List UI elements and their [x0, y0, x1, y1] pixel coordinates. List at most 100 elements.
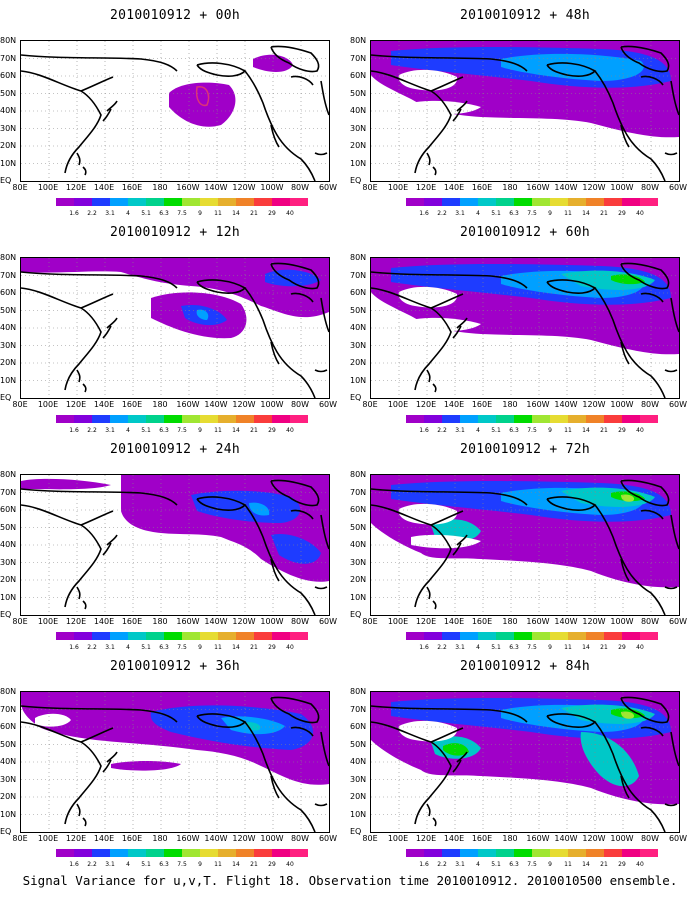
longitude-label: 160E: [471, 834, 493, 843]
colorbar-label: 9: [548, 427, 552, 434]
longitude-label: 140E: [443, 183, 465, 192]
colorbar-label: 40: [286, 427, 294, 434]
colorbar-label: 14: [232, 210, 240, 217]
latitude-label: 60N: [350, 722, 367, 731]
coastline: [80, 510, 114, 526]
coastline: [80, 76, 114, 92]
coastline: [314, 369, 328, 373]
colorbar-swatch: [236, 849, 254, 857]
latitude-label: 20N: [350, 141, 367, 150]
latitude-label: EQ: [0, 393, 12, 402]
colorbar-swatch: [182, 415, 200, 423]
latitude-label: 10N: [350, 158, 367, 168]
longitude-label: 80E: [362, 617, 378, 626]
coastline: [452, 317, 468, 339]
latitude-label: 80N: [350, 687, 367, 696]
coastline: [620, 341, 630, 365]
colorbar-swatch: [622, 198, 640, 206]
longitude-label: 160W: [526, 834, 550, 843]
latitude-label: 70N: [0, 704, 17, 714]
shaded-region: [611, 274, 645, 285]
longitude-label: 160E: [121, 834, 143, 843]
colorbar-swatch: [110, 849, 128, 857]
colorbar-swatch: [218, 849, 236, 857]
map-svg: [21, 258, 329, 398]
coastline: [620, 775, 630, 799]
longitude-label: 80W: [290, 834, 310, 843]
colorbar-label: 14: [582, 861, 590, 868]
coastline: [290, 75, 314, 86]
latitude-label: 10N: [0, 592, 17, 602]
coastline: [320, 297, 329, 333]
coastline: [196, 713, 247, 728]
coastline: [430, 293, 464, 309]
longitude-label: 80E: [12, 400, 28, 409]
latitude-label: 80N: [0, 36, 17, 45]
longitude-label: 100E: [387, 834, 409, 843]
colorbar-swatch: [56, 849, 74, 857]
coastline: [21, 271, 178, 289]
longitude-label: 100W: [610, 183, 634, 192]
colorbar-swatch: [406, 632, 424, 640]
colorbar-swatch: [478, 849, 496, 857]
coastline: [102, 317, 118, 339]
coastline: [320, 731, 329, 767]
latitude-label: 40N: [350, 106, 367, 115]
coastline: [76, 586, 87, 610]
latitude-label: 30N: [350, 340, 367, 350]
colorbar-swatch: [56, 415, 74, 423]
coastline: [430, 510, 464, 526]
latitude-label: 50N: [350, 522, 367, 532]
colorbar: [56, 198, 308, 206]
colorbar-label: 4: [126, 644, 130, 651]
colorbar-swatch: [182, 632, 200, 640]
colorbar-label: 9: [548, 210, 552, 217]
colorbar-label: 1.6: [69, 210, 79, 217]
coastline: [21, 721, 102, 825]
colorbar-label: 29: [618, 427, 626, 434]
coastline: [270, 262, 320, 290]
colorbar-label: 29: [268, 210, 276, 217]
colorbar-swatch: [236, 198, 254, 206]
colorbar-label: 11: [214, 644, 222, 651]
colorbar-label: 11: [564, 644, 572, 651]
colorbar-swatch: [236, 415, 254, 423]
map-panel: 2010010912 + 24h 80N 70N 60N 50N 40N 30N 20N 10N…: [0, 434, 350, 654]
colorbar-label: 3.1: [105, 644, 115, 651]
colorbar-label: 21: [600, 861, 608, 868]
colorbar-swatch: [478, 632, 496, 640]
colorbar-label: 14: [582, 644, 590, 651]
colorbar-swatch: [182, 849, 200, 857]
coastline: [244, 70, 316, 181]
latitude-label: EQ: [0, 610, 12, 619]
latitude-label: 30N: [0, 340, 17, 350]
colorbar-swatch: [424, 198, 442, 206]
coastline: [664, 586, 678, 590]
coastline: [320, 514, 329, 550]
colorbar-swatch: [92, 849, 110, 857]
colorbar-swatch: [622, 849, 640, 857]
colorbar-label: 9: [198, 427, 202, 434]
colorbar-label: 5.1: [491, 210, 501, 217]
colorbar-label: 5.1: [491, 861, 501, 868]
latitude-label: 50N: [0, 305, 17, 315]
colorbar-label: 11: [564, 861, 572, 868]
longitude-label: 120E: [65, 400, 87, 409]
longitude-label: 60W: [668, 617, 688, 626]
colorbar-swatch: [640, 849, 658, 857]
colorbar-swatch: [164, 415, 182, 423]
colorbar-label: 40: [636, 861, 644, 868]
colorbar-swatch: [290, 198, 308, 206]
colorbar-swatch: [496, 849, 514, 857]
coastline: [270, 341, 280, 365]
colorbar-label: 4: [126, 427, 130, 434]
colorbar-label: 1.6: [69, 427, 79, 434]
colorbar-label: 9: [198, 861, 202, 868]
shaded-region: [21, 478, 111, 490]
colorbar-swatch: [586, 632, 604, 640]
colorbar-label: 40: [286, 861, 294, 868]
colorbar-label: 7.5: [527, 210, 537, 217]
colorbar-label: 7.5: [177, 427, 187, 434]
coastline: [21, 54, 178, 72]
longitude-label: 140W: [554, 834, 578, 843]
